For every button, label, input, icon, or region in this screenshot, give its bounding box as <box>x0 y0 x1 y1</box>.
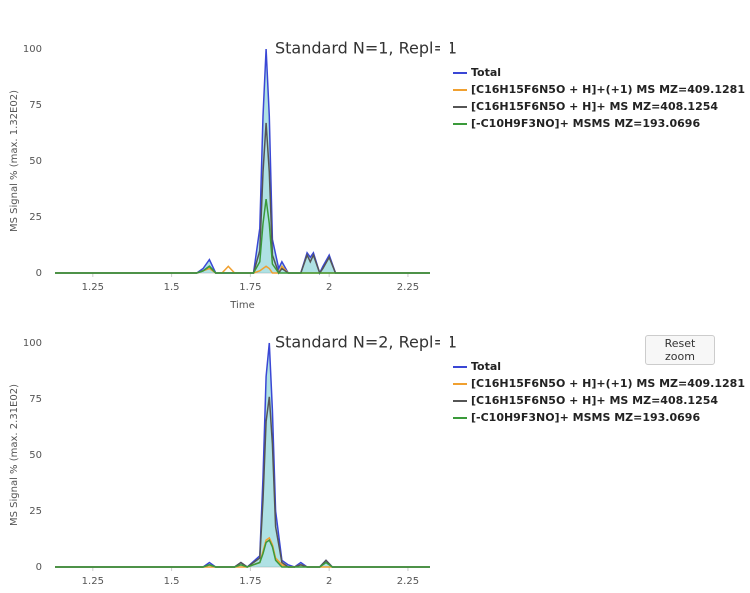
title-clip <box>440 37 750 59</box>
y-tick-label: 75 <box>29 394 42 405</box>
x-tick-label: 2 <box>326 282 332 293</box>
y-tick-label: 25 <box>29 506 42 517</box>
y-tick-label: 50 <box>29 450 42 461</box>
chart-title: Standard N=1, Repl=1 <box>275 39 457 58</box>
y-tick-label: 0 <box>36 268 42 279</box>
x-tick-label: 2.25 <box>397 576 419 587</box>
x-tick-label: 1.25 <box>82 576 104 587</box>
legend-label: [C16H15F6N5O + H]+(+1) MS MZ=409.1281 <box>471 377 745 390</box>
legend-label: Total <box>471 66 501 79</box>
series-line <box>55 264 430 274</box>
legend-label: Total <box>471 360 501 373</box>
reset-zoom-button[interactable]: Reset zoom <box>645 335 715 365</box>
title-mask <box>440 37 450 59</box>
legend-label: [-C10H9F3NO]+ MSMS MZ=193.0696 <box>471 117 700 130</box>
x-tick-label: 1.75 <box>239 282 261 293</box>
y-tick-label: 25 <box>29 212 42 223</box>
x-tick-label: 1.25 <box>82 282 104 293</box>
y-tick-label: 75 <box>29 100 42 111</box>
x-tick-label: 2.25 <box>397 282 419 293</box>
legend-label: [-C10H9F3NO]+ MSMS MZ=193.0696 <box>471 411 700 424</box>
series-line <box>55 536 430 568</box>
y-tick-label: 0 <box>36 562 42 573</box>
y-tick-label: 50 <box>29 156 42 167</box>
x-axis-label: Time <box>229 300 254 311</box>
chart-title: Standard N=2, Repl=1 <box>275 333 457 352</box>
x-tick-label: 1.5 <box>164 282 180 293</box>
series-line <box>55 538 430 568</box>
y-axis-label: MS Signal % (max. 1.32E02) <box>9 90 20 232</box>
x-tick-label: 1.75 <box>239 576 261 587</box>
y-tick-label: 100 <box>23 44 42 55</box>
x-tick-label: 2 <box>326 576 332 587</box>
legend-label: [C16H15F6N5O + H]+ MS MZ=408.1254 <box>471 394 718 407</box>
series-line <box>55 396 430 568</box>
series-line <box>55 122 430 275</box>
series-line <box>55 342 430 568</box>
y-axis-label: MS Signal % (max. 2.31E02) <box>9 384 20 526</box>
x-tick-label: 1.5 <box>164 576 180 587</box>
y-tick-label: 100 <box>23 338 42 349</box>
series-line <box>55 48 430 276</box>
legend-label: [C16H15F6N5O + H]+ MS MZ=408.1254 <box>471 100 718 113</box>
series-line <box>55 199 430 274</box>
legend-label: [C16H15F6N5O + H]+(+1) MS MZ=409.1281 <box>471 83 745 96</box>
title-mask <box>440 331 450 353</box>
